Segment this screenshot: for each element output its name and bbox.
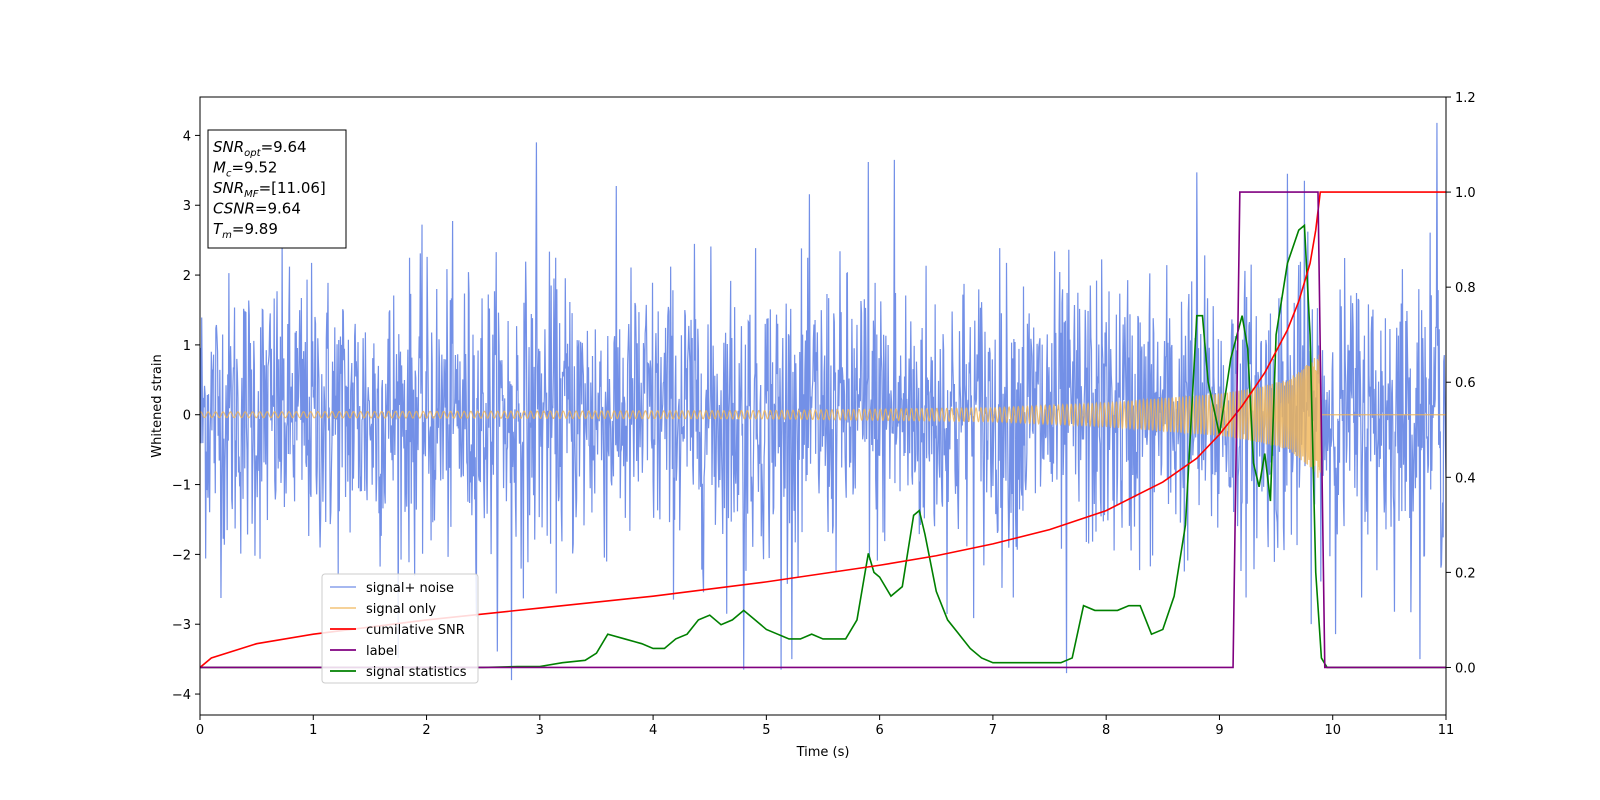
x-tick-label: 4 [649, 723, 657, 738]
y2-tick-label: 0.4 [1455, 471, 1476, 486]
series-signal-only [200, 354, 1446, 478]
series-label [200, 191, 1446, 669]
legend-label: signal only [366, 602, 436, 617]
y2-tick-label: 1.0 [1455, 186, 1476, 201]
x-tick-label: 2 [422, 723, 430, 738]
x-tick-label: 11 [1438, 723, 1455, 738]
y-tick-label: 2 [183, 269, 191, 284]
annotation-line: Mc=9.52 [213, 159, 277, 180]
y2-tick-label: 0.8 [1455, 281, 1476, 296]
y2-tick-label: 0.2 [1455, 566, 1476, 581]
y2-tick-label: 0.0 [1455, 661, 1476, 676]
y-tick-label: 0 [183, 409, 191, 424]
legend-label: signal+ noise [366, 581, 454, 596]
x-tick-label: 1 [309, 723, 317, 738]
y-tick-label: −3 [172, 618, 191, 633]
axes-frame [199, 96, 1447, 716]
x-tick-label: 5 [762, 723, 770, 738]
y-tick-label: 3 [183, 199, 191, 214]
legend-label: signal statistics [366, 665, 467, 680]
legend-label: cumilative SNR [366, 623, 465, 638]
x-tick-label: 0 [196, 723, 204, 738]
y2-tick-label: 1.2 [1455, 91, 1476, 106]
y-axis-label: Whitened strain [150, 354, 165, 457]
y-tick-label: 1 [183, 339, 191, 354]
snr-annotation-box: SNRopt=9.64Mc=9.52SNRMF=[11.06]CSNR=9.64… [207, 129, 347, 249]
x-tick-label: 8 [1102, 723, 1110, 738]
x-tick-label: 7 [989, 723, 997, 738]
x-tick-label: 3 [536, 723, 544, 738]
x-tick-label: 10 [1324, 723, 1341, 738]
y-axis-ticks: −4 −3 −2 −1 0 1 2 3 4 [172, 129, 200, 703]
x-axis-label: Time (s) [796, 745, 850, 760]
y-tick-label: 4 [183, 129, 191, 144]
annotation-line: SNRMF=[11.06] [213, 179, 326, 200]
y-tick-label: −2 [172, 548, 191, 563]
annotation-line: Tm=9.89 [213, 220, 278, 241]
y2-tick-label: 0.6 [1455, 376, 1476, 391]
legend: signal+ noise signal only cumilative SNR la… [321, 573, 479, 684]
x-tick-label: 9 [1215, 723, 1223, 738]
x-tick-label: 6 [875, 723, 883, 738]
y-tick-label: −1 [172, 479, 191, 494]
x-axis-ticks: 0 1 2 3 4 5 6 7 8 9 10 11 [196, 715, 1454, 738]
legend-label: label [366, 644, 397, 659]
series-signal-noise [200, 122, 1446, 681]
annotation-line: SNRopt=9.64 [213, 138, 307, 159]
y2-axis-ticks: 0.0 0.2 0.4 0.6 0.8 1.0 1.2 [1446, 91, 1476, 676]
annotation-line: CSNR=9.64 [213, 200, 301, 218]
series-signal-statistics [200, 223, 1446, 669]
y-tick-label: −4 [172, 688, 191, 703]
